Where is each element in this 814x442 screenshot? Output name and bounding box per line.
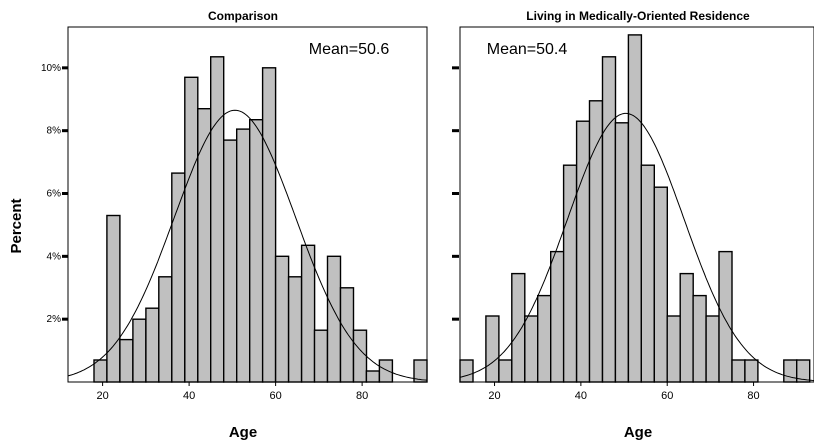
histogram-bar	[235, 128, 251, 383]
histogram-bar	[365, 370, 381, 383]
histogram-bar	[511, 272, 526, 383]
histogram-bar	[718, 250, 733, 383]
plot-frame	[459, 26, 814, 383]
mean-annotation: Mean=50.6	[309, 41, 390, 58]
histogram-bar	[705, 315, 720, 383]
x-axis-label: Age	[229, 424, 257, 441]
x-tick-label: 20	[96, 390, 108, 402]
y-tick-label: 4%	[47, 251, 62, 262]
histogram-bar	[106, 214, 121, 383]
histogram-bar	[485, 315, 500, 383]
plot-frame	[67, 26, 428, 383]
histogram-bar	[640, 164, 655, 383]
x-tick-label: 60	[661, 390, 673, 402]
histogram-bar	[222, 139, 238, 383]
histogram-bar	[300, 244, 316, 383]
y-tick-label: 6%	[47, 189, 62, 200]
normal-curve	[67, 109, 428, 381]
x-axis-label: Age	[624, 424, 652, 441]
histogram-bar	[679, 272, 694, 383]
panel-title: Comparison	[208, 9, 278, 23]
histogram-bar	[158, 276, 173, 383]
histogram-bar	[261, 67, 277, 383]
histogram-bar	[248, 118, 264, 383]
histogram-bar	[744, 359, 759, 383]
mean-annotation: Mean=50.4	[487, 41, 568, 58]
histogram-bar	[197, 107, 212, 383]
histogram-bar	[378, 359, 394, 383]
histogram-bar	[93, 359, 108, 383]
x-tick-label: 40	[183, 390, 195, 402]
histogram-bar	[731, 359, 746, 383]
histogram-bar	[524, 315, 539, 383]
y-tick-label: 10%	[41, 63, 61, 74]
histogram-bar	[498, 359, 513, 383]
histogram-bar	[209, 56, 225, 383]
panel-comparison: 20 40 60 80 2% 4% 6% 8% 10% Comparison Age Mean=50.…	[41, 9, 428, 441]
histogram-bar	[537, 294, 552, 383]
histogram-bar	[588, 100, 604, 383]
x-tick-label: 40	[575, 390, 587, 402]
histogram-bar	[601, 56, 617, 383]
histogram-bar	[666, 315, 681, 383]
histogram-bar	[132, 318, 147, 383]
x-tick-label: 20	[488, 390, 500, 402]
histogram-bar	[145, 307, 160, 383]
histogram-bar	[692, 294, 707, 383]
histogram-bar	[171, 172, 186, 383]
x-tick-label: 60	[269, 390, 281, 402]
y-tick-label: 2%	[47, 314, 62, 325]
x-tick-label: 80	[356, 390, 368, 402]
histogram-bar	[274, 255, 290, 383]
histogram-bars	[459, 34, 811, 383]
histogram-bar	[653, 186, 668, 383]
y-tick-label: 8%	[47, 126, 62, 137]
histogram-bars	[93, 56, 428, 383]
histogram-bar	[459, 359, 474, 383]
histogram-bar	[184, 76, 199, 383]
panel-medically-oriented-residence: 20 40 60 80 Living in Medically-Oriented Res…	[452, 9, 814, 441]
histogram-bar	[287, 276, 303, 383]
histogram-bar	[614, 122, 630, 383]
histogram-bar	[550, 250, 565, 383]
normal-curve	[459, 112, 814, 381]
histogram-bar	[339, 287, 355, 383]
histogram-bar	[783, 359, 798, 383]
histogram-bar	[313, 329, 329, 383]
panel-title: Living in Medically-Oriented Residence	[526, 9, 750, 23]
histogram-bar	[627, 34, 643, 383]
x-tick-label: 80	[747, 390, 759, 402]
histogram-bar	[119, 338, 134, 383]
histogram-bar	[352, 329, 368, 383]
shared-y-axis-label: Percent	[8, 198, 25, 253]
histogram-bar	[575, 120, 591, 383]
